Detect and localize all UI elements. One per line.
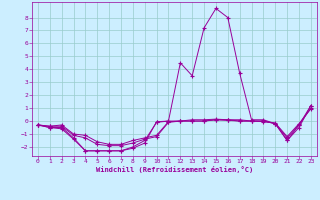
X-axis label: Windchill (Refroidissement éolien,°C): Windchill (Refroidissement éolien,°C)	[96, 166, 253, 173]
